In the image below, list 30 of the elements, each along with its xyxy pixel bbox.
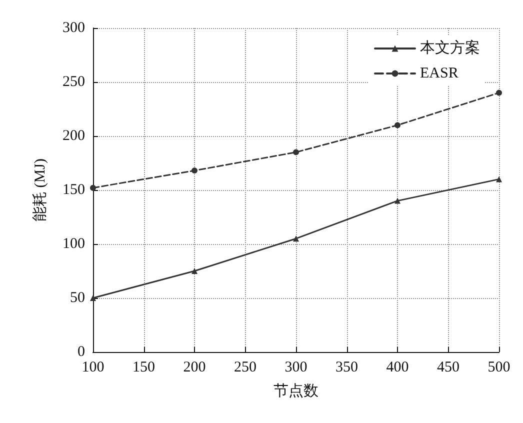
y-axis-title: 能耗 (MJ) [32, 158, 48, 222]
x-tick-label: 150 [132, 360, 155, 376]
point [192, 168, 198, 174]
y-tick-label: 250 [62, 74, 85, 90]
legend-label: 本文方案 [420, 40, 480, 56]
point [394, 122, 400, 128]
point [394, 198, 400, 204]
point [496, 90, 502, 96]
point [496, 176, 502, 182]
legend-label: EASR [420, 66, 458, 82]
x-tick-label: 250 [234, 360, 256, 376]
point [293, 236, 299, 242]
y-tick-label: 50 [70, 290, 85, 306]
point [90, 295, 96, 301]
x-tick-label: 450 [437, 360, 460, 376]
point [293, 149, 299, 156]
point [192, 268, 198, 274]
x-tick-label: 300 [284, 360, 308, 376]
x-tick-label: 500 [488, 360, 510, 376]
x-tick-label: 100 [82, 360, 104, 376]
x-tick-label: 350 [336, 360, 358, 376]
point [90, 184, 96, 191]
y-tick-label: 0 [78, 344, 85, 360]
x-tick-label: 200 [183, 360, 206, 376]
y-tick-label: 200 [62, 128, 85, 144]
x-tick-label: 400 [386, 360, 409, 376]
y-tick-label: 300 [62, 20, 85, 36]
x-axis-title: 节点数 [274, 382, 318, 400]
y-tick-label: 100 [62, 236, 85, 252]
y-tick-label: 150 [62, 182, 85, 198]
